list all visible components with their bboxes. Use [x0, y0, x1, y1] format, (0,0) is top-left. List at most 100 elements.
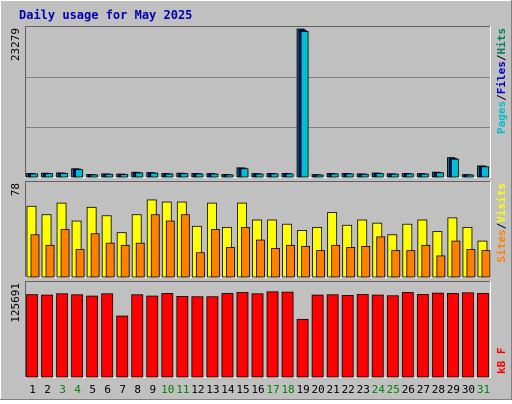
kbf-bar: [206, 296, 219, 378]
kbf-bar: [371, 294, 384, 378]
x-tick-label-day: 4: [74, 383, 81, 396]
middle-legend-sites: Sites: [495, 229, 508, 262]
sites-bar: [271, 248, 280, 278]
hits-files-pages-bar-pages: [360, 173, 369, 178]
hits-files-pages-bar-pages: [466, 174, 474, 178]
x-tick-label-day: 25: [387, 383, 400, 396]
x-tick-label-day: 7: [119, 383, 126, 396]
hits-files-pages-bar-pages: [75, 169, 84, 178]
hits-files-pages-bar-pages: [195, 173, 204, 178]
sites-bar: [150, 214, 160, 278]
x-tick-label-day: 27: [417, 383, 430, 396]
hits-files-pages-bar-pages: [45, 173, 53, 178]
sites-bar: [451, 240, 461, 278]
sites-bar: [180, 214, 190, 278]
sites-bar: [436, 255, 446, 278]
x-tick-label-day: 17: [266, 383, 279, 396]
kbf-bar: [416, 294, 429, 378]
x-axis-labels: 1 2 3 4 5 6 7 8 9 10 11 12 13 14 15 16 17 18 19 20 21 22 23 24 2…: [29, 383, 490, 396]
hits-files-pages-bar-pages: [105, 173, 114, 178]
hits-files-pages-bar-pages: [390, 173, 399, 178]
sites-bar: [421, 244, 431, 278]
kbf-bar: [221, 293, 234, 378]
top-panel-plot-area: [25, 26, 491, 178]
sites-bar: [346, 247, 356, 278]
sites-bar: [90, 233, 100, 278]
x-tick-label-day: 21: [327, 383, 340, 396]
x-tick-label-day: 24: [372, 383, 386, 396]
x-tick-label-day: 5: [89, 383, 96, 396]
top-legend-hits: Hits: [495, 28, 508, 55]
kbf-bar: [236, 292, 249, 378]
x-tick-label-day: 10: [161, 383, 174, 396]
top-legend: Pages/Files/Hits: [495, 28, 508, 134]
hits-files-pages-bar-pages: [405, 173, 414, 178]
sites-bar: [331, 244, 341, 278]
kbf-bar: [477, 293, 489, 378]
hits-files-pages-bar-pages: [375, 173, 384, 178]
sites-bar: [256, 239, 265, 278]
sites-bar: [165, 220, 175, 278]
sites-bar: [226, 247, 235, 278]
x-tick-label-day: 15: [236, 383, 249, 396]
sites-bar: [316, 250, 326, 278]
kbf-bar: [447, 293, 459, 378]
x-tick-label-day: 2: [44, 383, 51, 396]
x-tick-label-day: 11: [176, 383, 189, 396]
kbf-bar: [356, 294, 369, 378]
chart-panels: 23279Pages/Files/Hits78Sites/Visits12569…: [9, 26, 508, 378]
sites-bar: [120, 244, 130, 278]
kbf-bar: [311, 294, 324, 378]
kbf-bar: [251, 293, 264, 378]
kbf-bar: [191, 296, 204, 378]
x-tick-label-day: 20: [312, 383, 325, 396]
top-legend-separator: /: [495, 94, 508, 101]
hits-files-pages-bar-pages: [180, 173, 189, 178]
kbf-bar: [386, 295, 399, 378]
sites-bar: [241, 226, 250, 278]
x-tick-label-day: 22: [342, 383, 355, 396]
hits-files-pages-bar-pages: [451, 158, 459, 178]
x-tick-label-day: 16: [251, 383, 264, 396]
sites-bar: [391, 250, 401, 278]
top-panel-max-label: 23279: [9, 28, 22, 61]
hits-files-pages-bar-pages: [330, 173, 339, 178]
middle-legend: Sites/Visits: [495, 183, 508, 263]
kbf-bar: [131, 294, 144, 378]
top-legend-pages: Pages: [495, 101, 508, 134]
hits-files-pages-bar-pages: [345, 173, 354, 178]
kbf-bar: [41, 294, 53, 378]
hits-files-pages-bar-pages: [420, 173, 429, 178]
x-tick-label-day: 13: [206, 383, 219, 396]
kbf-bar: [161, 293, 174, 378]
sites-bar: [286, 244, 295, 278]
kbf-bar: [116, 315, 129, 378]
sites-bar: [195, 252, 205, 278]
hits-files-pages-bar-pages: [270, 173, 279, 178]
x-tick-label-day: 19: [296, 383, 309, 396]
kbf-bar: [86, 295, 99, 378]
x-tick-label-day: 9: [149, 383, 156, 396]
sites-bar: [30, 234, 40, 278]
hits-files-pages-bar-pages: [210, 173, 219, 178]
sites-bar: [105, 242, 115, 278]
sites-bar: [135, 242, 145, 278]
kbf-bar: [341, 295, 354, 378]
chart-title: Daily usage for May 2025: [19, 8, 192, 22]
hits-files-pages-bar-pages: [255, 173, 264, 178]
x-tick-label-day: 28: [432, 383, 445, 396]
kbf-bar: [431, 292, 444, 378]
x-tick-label-day: 1: [29, 383, 36, 396]
hits-files-pages-bar-pages: [285, 173, 294, 178]
hits-files-pages-bar-pages: [120, 174, 129, 178]
kbf-bar: [326, 294, 339, 378]
kbf-bar: [296, 318, 309, 378]
x-tick-label-day: 30: [462, 383, 475, 396]
middle-legend-visits: Visits: [495, 183, 508, 223]
hits-files-pages-bar-pages: [150, 172, 159, 178]
x-tick-label-day: 3: [59, 383, 66, 396]
x-tick-label-day: 29: [447, 383, 460, 396]
x-tick-label-day: 18: [281, 383, 294, 396]
